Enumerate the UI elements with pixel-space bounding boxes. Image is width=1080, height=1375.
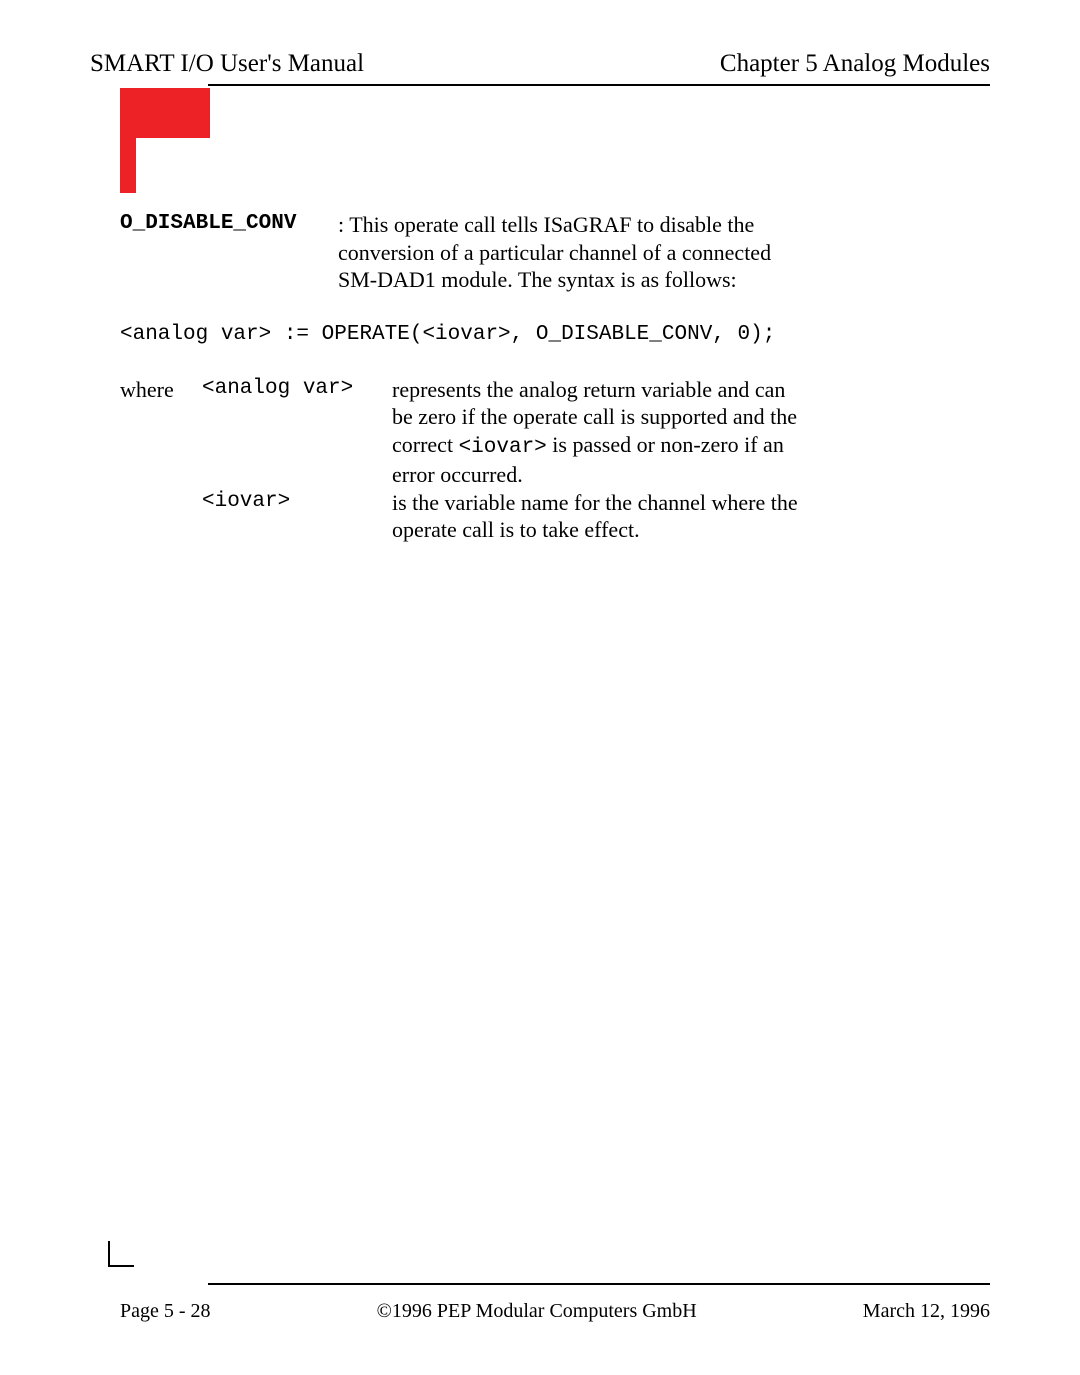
footer-row: Page 5 - 28 ©1996 PEP Modular Computers … xyxy=(90,1300,990,1323)
where-definitions: <analog var> represents the analog retur… xyxy=(202,376,990,544)
def-line2: conversion of a particular channel of a … xyxy=(338,240,771,265)
definition-text: : This operate call tells ISaGRAF to dis… xyxy=(338,211,990,294)
where-block: where <analog var> represents the analog… xyxy=(120,376,990,544)
red-tail-icon xyxy=(120,138,136,193)
desc1-l4: error occurred. xyxy=(392,462,523,487)
def-line1: This operate call tells ISaGRAF to disab… xyxy=(349,212,754,237)
desc1-l3a: correct xyxy=(392,432,459,457)
header-row: SMART I/O User's Manual Chapter 5 Analog… xyxy=(90,50,990,78)
page: SMART I/O User's Manual Chapter 5 Analog… xyxy=(0,0,1080,1375)
where-item-2: <iovar> is the variable name for the cha… xyxy=(202,489,990,544)
where-term-2: <iovar> xyxy=(202,489,392,515)
definition-row: O_DISABLE_CONV : This operate call tells… xyxy=(120,211,990,294)
desc1-l1: represents the analog return variable an… xyxy=(392,377,785,402)
desc1-l3b: is passed or non-zero if an xyxy=(547,432,784,457)
desc2-l1: is the variable name for the channel whe… xyxy=(392,490,798,515)
footer-left: Page 5 - 28 xyxy=(120,1300,211,1323)
where-desc-1: represents the analog return variable an… xyxy=(392,376,990,489)
crop-mark-icon xyxy=(108,1241,134,1267)
footer-center: ©1996 PEP Modular Computers GmbH xyxy=(377,1300,697,1323)
header-left: SMART I/O User's Manual xyxy=(90,50,364,78)
where-term-1: <analog var> xyxy=(202,376,392,402)
content-area: O_DISABLE_CONV : This operate call tells… xyxy=(120,211,990,544)
desc1-l3-mono: <iovar> xyxy=(459,436,547,459)
where-word: where xyxy=(120,376,202,404)
red-block-icon xyxy=(120,88,210,138)
footer-right: March 12, 1996 xyxy=(863,1300,990,1323)
definition-label: O_DISABLE_CONV xyxy=(120,211,338,237)
where-item-1: <analog var> represents the analog retur… xyxy=(202,376,990,489)
def-colon: : xyxy=(338,212,344,237)
where-desc-2: is the variable name for the channel whe… xyxy=(392,489,990,544)
desc1-l2: be zero if the operate call is supported… xyxy=(392,404,797,429)
desc2-l2: operate call is to take effect. xyxy=(392,517,640,542)
header-rule xyxy=(208,84,990,86)
def-line3: SM-DAD1 module. The syntax is as follows… xyxy=(338,267,737,292)
header-right: Chapter 5 Analog Modules xyxy=(720,50,990,78)
code-line: <analog var> := OPERATE(<iovar>, O_DISAB… xyxy=(120,322,990,348)
footer-rule xyxy=(208,1283,990,1285)
